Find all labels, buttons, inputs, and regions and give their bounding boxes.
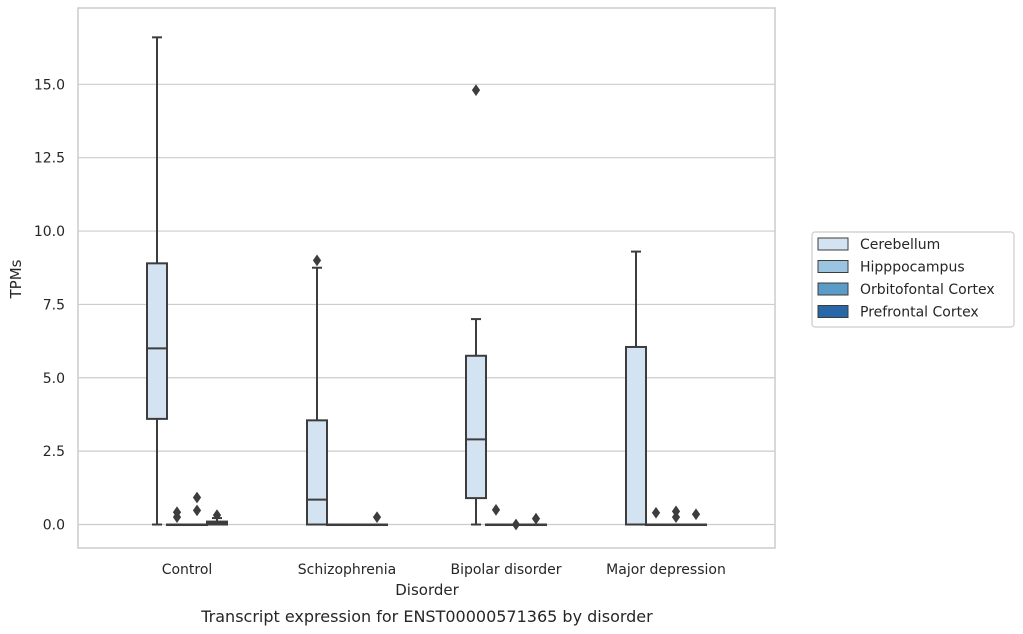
box-group bbox=[366, 511, 388, 527]
y-tick-label: 0.0 bbox=[43, 518, 65, 534]
legend: Cerebellum Hipppocampus Orbitofontal Corte… bbox=[811, 231, 1015, 328]
plot-frame bbox=[77, 7, 776, 549]
outlier-point bbox=[491, 503, 501, 516]
box-group bbox=[146, 36, 168, 526]
box-group bbox=[346, 523, 368, 527]
y-tick-label: 7.5 bbox=[43, 297, 65, 313]
box-body bbox=[465, 354, 487, 500]
outlier-point bbox=[531, 512, 541, 525]
x-tick-label: Control bbox=[162, 562, 213, 578]
legend-swatch bbox=[817, 237, 849, 251]
box-group bbox=[465, 84, 487, 526]
x-tick-label: Major depression bbox=[606, 562, 726, 578]
box-group bbox=[326, 523, 348, 527]
chart-caption: Transcript expression for ENST0000057136… bbox=[200, 607, 653, 626]
box-body bbox=[625, 345, 647, 526]
legend-label: Prefrontal Cortex bbox=[860, 305, 979, 321]
y-tick-label: 10.0 bbox=[34, 224, 65, 240]
outlier-point bbox=[691, 508, 701, 521]
outlier-point bbox=[192, 491, 202, 504]
box-group bbox=[166, 506, 188, 527]
outlier-point bbox=[212, 509, 222, 522]
legend-swatch bbox=[817, 260, 849, 273]
y-tick-label: 2.5 bbox=[43, 444, 65, 460]
legend-label: Orbitofontal Cortex bbox=[860, 282, 995, 298]
plot-area: 0.0 2.5 5.0 7.5 10.0 12.5 15.0 Control Schizophr… bbox=[34, 7, 776, 578]
outlier-point bbox=[172, 506, 182, 519]
outlier-point bbox=[372, 511, 382, 524]
outlier-point bbox=[471, 84, 481, 97]
box-body bbox=[146, 262, 168, 420]
box-group bbox=[625, 250, 647, 526]
legend-swatch bbox=[817, 282, 849, 296]
y-tick-label: 12.5 bbox=[34, 151, 65, 167]
outlier-point bbox=[671, 505, 681, 518]
legend-label: Cerebellum bbox=[860, 237, 940, 253]
outlier-point bbox=[511, 518, 521, 531]
outlier-point bbox=[312, 254, 322, 267]
legend-swatch bbox=[817, 305, 849, 318]
box-group bbox=[685, 508, 707, 527]
legend-label: Hipppocampus bbox=[860, 260, 965, 276]
y-tick-label: 5.0 bbox=[43, 371, 65, 387]
legend-frame bbox=[811, 231, 1015, 328]
outlier-point bbox=[192, 504, 202, 517]
y-axis-label: TPMs bbox=[7, 259, 25, 299]
box-group bbox=[206, 509, 228, 526]
y-tick-label: 15.0 bbox=[34, 77, 65, 93]
x-axis-label: Disorder bbox=[395, 581, 459, 599]
x-tick-label: Bipolar disorder bbox=[450, 562, 561, 578]
box-group bbox=[306, 254, 328, 526]
box-group bbox=[525, 512, 547, 527]
outlier-point bbox=[651, 506, 661, 519]
x-tick-label: Schizophrenia bbox=[298, 562, 396, 578]
box-body bbox=[306, 419, 328, 526]
